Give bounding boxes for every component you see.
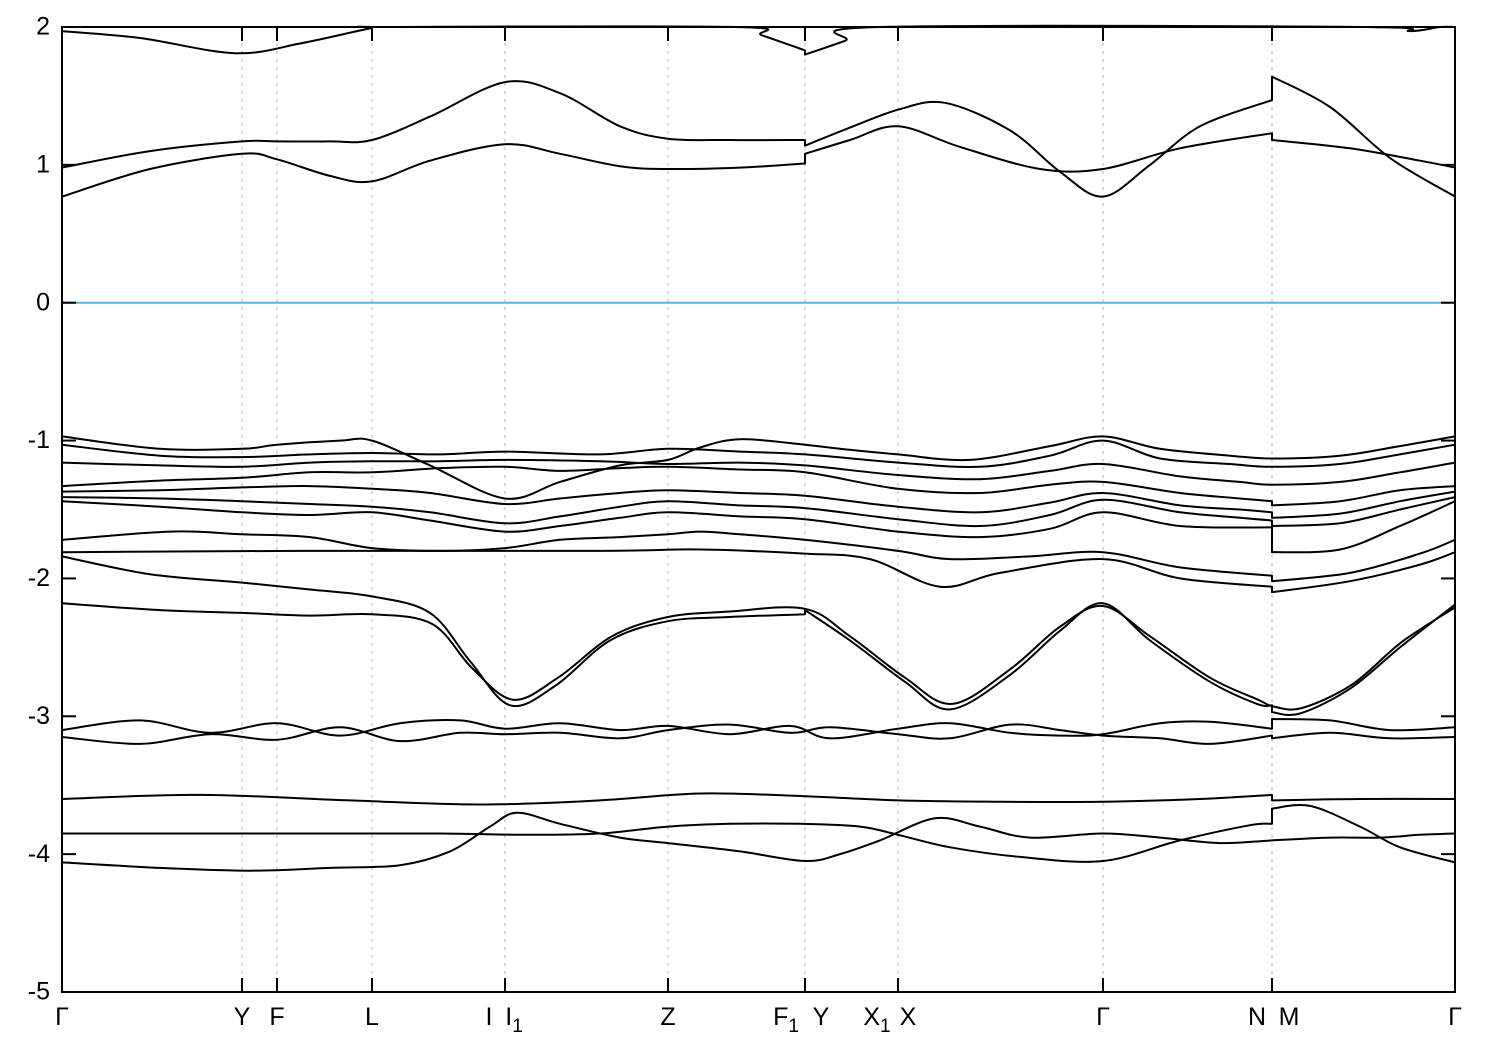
- x-axis-kpoint-labels: Γ Y F L I I1 Z F1 Y X1 X Γ N M Γ: [55, 1003, 1462, 1037]
- y-tick-label: -4: [28, 840, 50, 868]
- kpoint-label: M: [1279, 1003, 1300, 1031]
- band-curve: [61, 500, 1456, 554]
- band-curve: [61, 435, 1456, 500]
- band-curve: [61, 555, 1456, 716]
- band-curve: [61, 811, 1456, 872]
- kpoint-label: F: [269, 1003, 284, 1031]
- band-curve: [61, 485, 1456, 519]
- band-curve: [61, 439, 1456, 469]
- band-curve: [61, 718, 1456, 740]
- plot-border: [61, 26, 1456, 993]
- kpoint-label: X: [900, 1003, 917, 1031]
- band-curve: [61, 75, 1456, 198]
- y-tick-label: 0: [36, 288, 50, 316]
- kpoint-label: Y: [813, 1003, 830, 1031]
- kpoint-label: Γ: [1096, 1003, 1110, 1031]
- kpoint-label: I1: [505, 1003, 523, 1037]
- kpoint-label: Y: [234, 1003, 251, 1031]
- y-tick-label: 1: [36, 150, 50, 178]
- kpoint-label: Z: [660, 1003, 675, 1031]
- band-curve: [61, 530, 1456, 583]
- kpoint-label: Γ: [55, 1003, 69, 1031]
- band-curve: [61, 24, 1456, 56]
- kpoint-label: N: [1248, 1003, 1266, 1031]
- y-tick-label: -5: [28, 978, 50, 1006]
- kpoint-label: F1: [773, 1003, 799, 1037]
- band-curve: [61, 548, 1456, 594]
- band-curve: [61, 804, 1456, 864]
- band-curve: [61, 496, 1456, 528]
- y-axis-tick-labels: 2 1 0 -1 -2 -3 -4 -5: [28, 13, 50, 1006]
- band-curve: [61, 458, 1456, 486]
- kpoint-label: L: [365, 1003, 379, 1031]
- kpoint-label: I: [486, 1003, 493, 1031]
- kpoint-label: Γ: [1448, 1003, 1462, 1031]
- kpoint-gridlines: [241, 27, 1273, 992]
- band-curve: [61, 602, 1456, 711]
- band-curve: [61, 125, 1456, 198]
- y-tick-label: 2: [36, 13, 50, 41]
- band-curve: [61, 792, 1456, 806]
- y-tick-label: -2: [28, 564, 50, 592]
- plot-frame-and-ticks: [61, 26, 1456, 993]
- band-curve: [61, 465, 1456, 507]
- band-curve: [61, 723, 1456, 745]
- kpoint-label: X1: [863, 1003, 890, 1037]
- band-curves: [61, 24, 1456, 872]
- y-tick-label: -3: [28, 702, 50, 730]
- y-tick-label: -1: [28, 426, 50, 454]
